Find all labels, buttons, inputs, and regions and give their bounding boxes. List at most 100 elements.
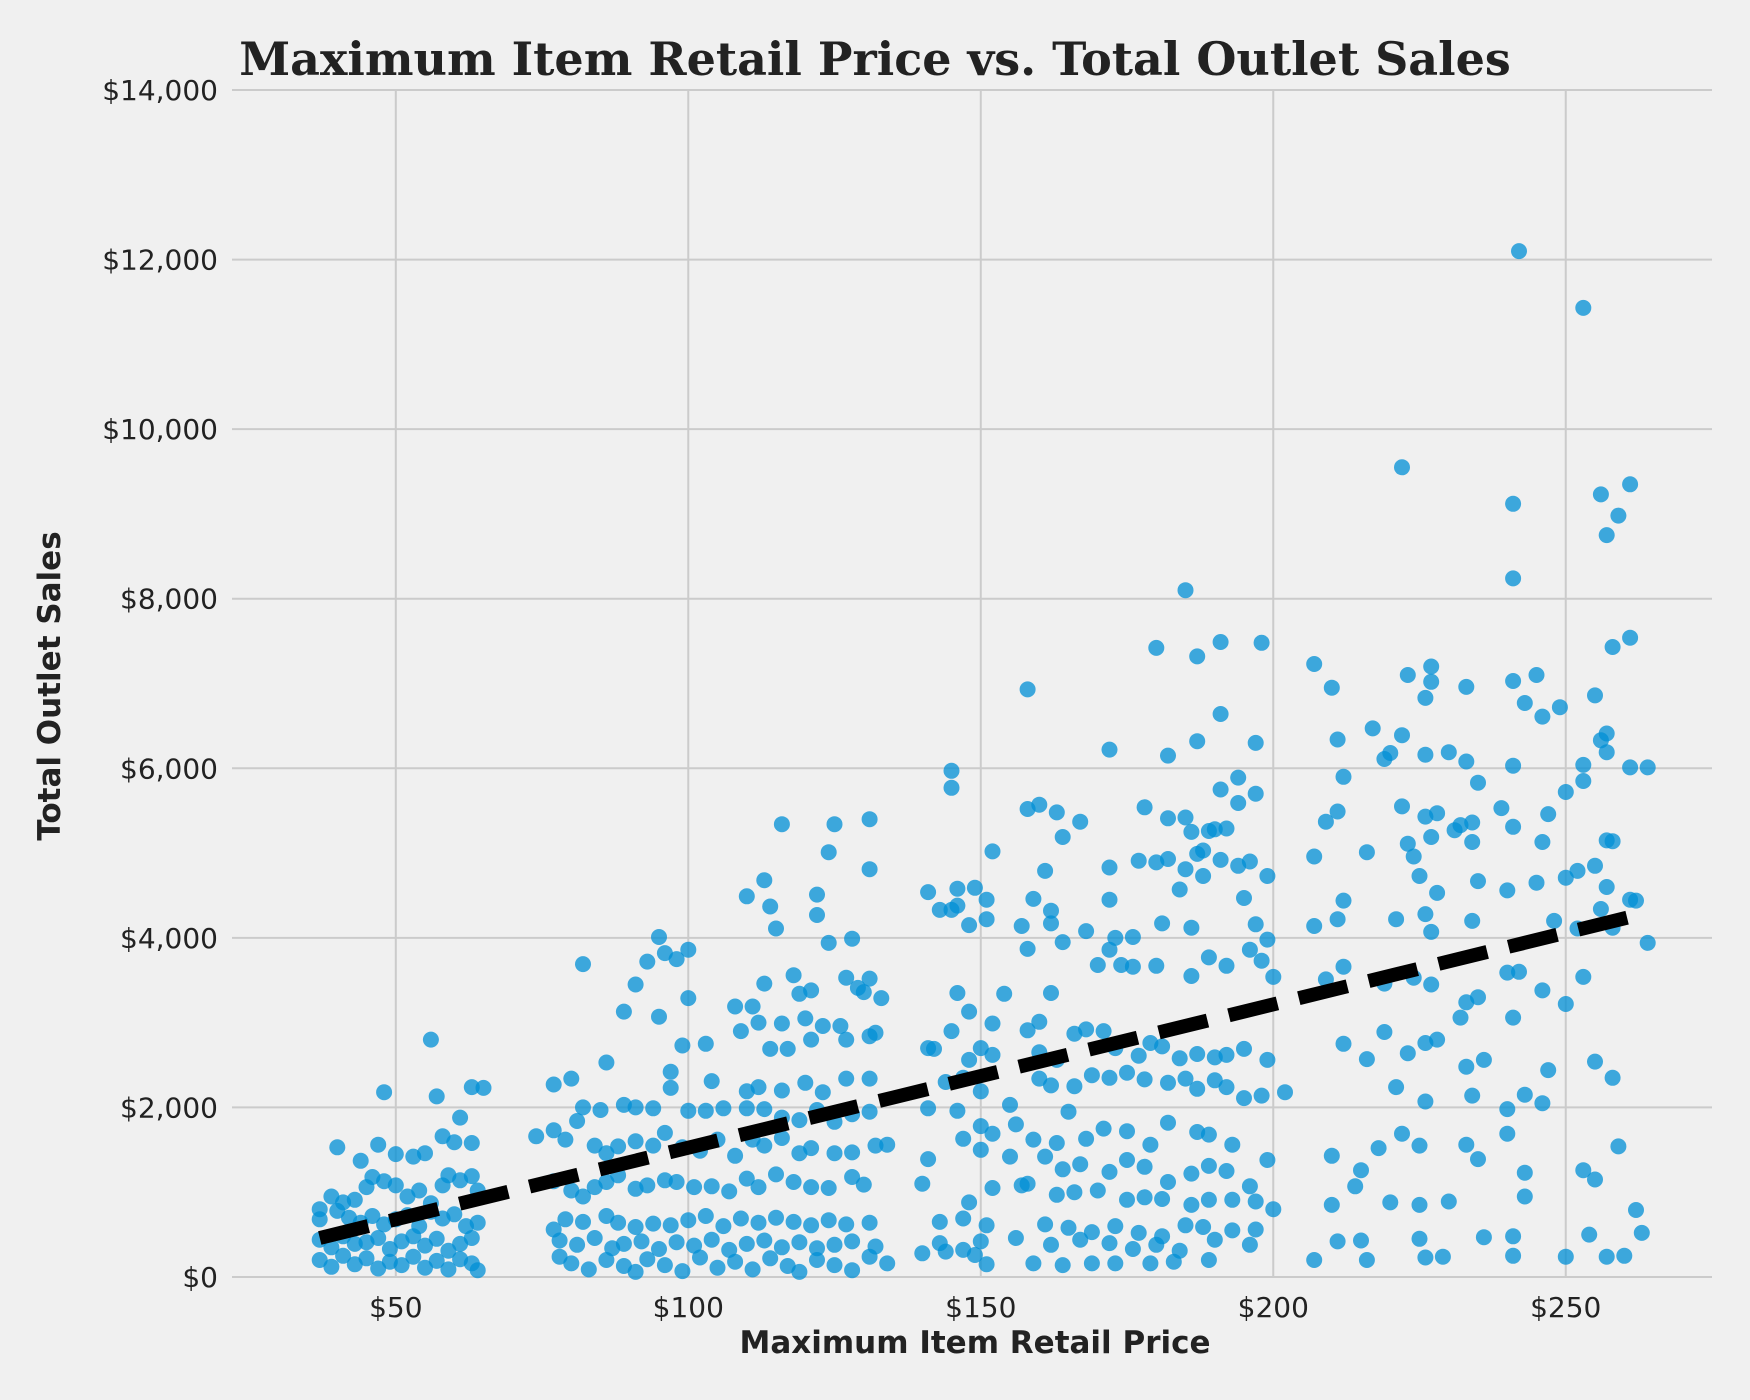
data-point xyxy=(668,1174,685,1190)
data-point xyxy=(686,1179,703,1196)
data-point xyxy=(329,1202,346,1219)
data-point xyxy=(645,1215,662,1232)
data-point xyxy=(1505,1228,1522,1245)
data-point xyxy=(656,1172,673,1189)
data-point xyxy=(1148,1236,1165,1253)
data-point xyxy=(1107,1218,1124,1235)
data-point xyxy=(750,1179,767,1196)
data-point xyxy=(1505,570,1522,587)
data-point xyxy=(1107,929,1124,946)
data-point xyxy=(1616,1247,1633,1264)
data-point xyxy=(1534,708,1551,725)
data-point xyxy=(1557,869,1574,886)
x-tick-label: $100 xyxy=(653,1291,724,1324)
data-point xyxy=(1499,1125,1516,1142)
data-point xyxy=(914,1175,931,1192)
data-point xyxy=(1458,1058,1475,1075)
data-point xyxy=(1329,731,1346,748)
data-point xyxy=(1505,818,1522,835)
data-point xyxy=(358,1250,375,1267)
data-point xyxy=(1505,673,1522,689)
data-point xyxy=(1470,1151,1486,1168)
data-point xyxy=(686,1237,703,1254)
data-point xyxy=(838,1031,855,1048)
data-point xyxy=(937,1243,954,1260)
data-point xyxy=(1557,1248,1574,1265)
data-point xyxy=(1546,912,1563,929)
data-point xyxy=(598,1208,615,1224)
data-point xyxy=(826,1145,843,1162)
data-point xyxy=(1417,746,1434,763)
data-point xyxy=(809,1240,825,1257)
data-point xyxy=(744,998,761,1015)
data-point xyxy=(1399,1045,1416,1062)
data-point xyxy=(1259,1152,1276,1168)
data-point xyxy=(861,1070,878,1087)
data-point xyxy=(1323,1147,1340,1164)
data-point xyxy=(1376,1024,1393,1040)
data-point xyxy=(809,1252,825,1268)
data-point xyxy=(1317,813,1334,830)
data-point xyxy=(750,1014,767,1031)
data-point xyxy=(972,1040,989,1057)
data-point xyxy=(422,1031,439,1048)
data-point xyxy=(1592,901,1609,917)
data-point xyxy=(961,1051,978,1068)
data-point xyxy=(1434,1248,1451,1265)
data-point xyxy=(1628,1202,1644,1218)
data-point xyxy=(814,1018,831,1034)
data-point xyxy=(996,985,1013,1002)
data-point xyxy=(1399,835,1416,852)
data-point xyxy=(1218,820,1235,837)
data-point xyxy=(697,1208,714,1224)
data-point xyxy=(1323,1196,1340,1213)
data-point xyxy=(1394,798,1410,815)
data-point xyxy=(1353,1232,1369,1249)
data-point xyxy=(978,891,995,908)
data-point xyxy=(1493,800,1510,817)
data-point xyxy=(1464,834,1481,850)
data-point xyxy=(1464,912,1481,929)
x-tick-label: $150 xyxy=(945,1291,1016,1324)
data-point xyxy=(838,1216,855,1233)
data-point xyxy=(1072,1156,1089,1173)
data-point xyxy=(703,1231,720,1248)
data-point xyxy=(1218,1163,1235,1179)
data-point xyxy=(1054,1161,1071,1178)
data-point xyxy=(1464,814,1481,831)
data-point xyxy=(744,1261,761,1278)
data-point xyxy=(1136,1071,1153,1088)
data-point xyxy=(469,1214,486,1231)
data-point xyxy=(832,1018,849,1034)
data-point xyxy=(732,1210,749,1227)
data-point xyxy=(756,1137,773,1154)
data-point xyxy=(867,1024,884,1041)
data-point xyxy=(697,1035,714,1052)
data-point xyxy=(1587,687,1603,704)
data-point xyxy=(773,816,790,833)
data-point xyxy=(703,1073,720,1090)
data-point xyxy=(1218,1046,1235,1063)
data-point xyxy=(1277,1084,1293,1101)
data-points xyxy=(311,243,1656,1280)
data-point xyxy=(1610,1138,1627,1155)
data-point xyxy=(1171,1050,1188,1067)
data-point xyxy=(1534,834,1551,850)
data-point xyxy=(1411,1137,1428,1154)
data-point xyxy=(1212,634,1229,650)
data-point xyxy=(814,1084,831,1101)
data-point xyxy=(1540,806,1557,823)
data-point xyxy=(1423,658,1440,675)
data-point xyxy=(727,1253,744,1270)
data-point xyxy=(1464,1087,1481,1104)
data-point xyxy=(1136,1189,1153,1206)
data-point xyxy=(446,1134,463,1151)
data-point xyxy=(1230,769,1247,786)
data-point xyxy=(387,1146,404,1163)
data-point xyxy=(1417,1093,1434,1110)
data-point xyxy=(1002,1148,1018,1165)
data-point xyxy=(656,1124,673,1141)
data-point xyxy=(1195,1219,1212,1235)
data-point xyxy=(1587,857,1603,874)
